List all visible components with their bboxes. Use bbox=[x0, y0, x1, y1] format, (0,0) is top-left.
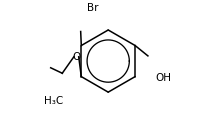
Text: OH: OH bbox=[155, 72, 171, 82]
Text: Br: Br bbox=[87, 3, 99, 13]
Text: O: O bbox=[72, 52, 80, 62]
Text: H₃C: H₃C bbox=[44, 96, 63, 106]
